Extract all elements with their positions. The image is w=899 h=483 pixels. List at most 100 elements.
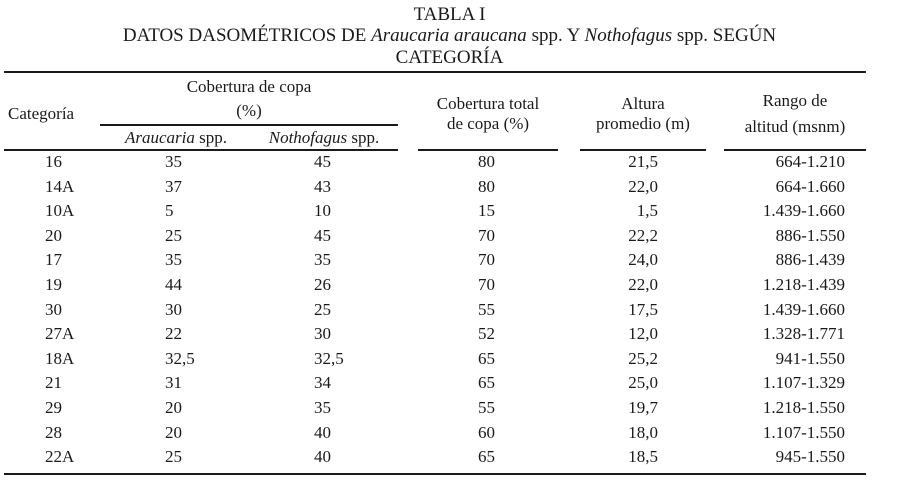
title-species-nothofagus: Nothofagus: [584, 25, 673, 46]
header-nothofagus: Nothofagus spp.: [268, 128, 380, 147]
table-label: TABLA I: [413, 4, 486, 25]
cell-cobertura-total: 15: [478, 201, 495, 221]
cell-araucaria: 20: [165, 398, 182, 417]
cell-araucaria: 5: [165, 201, 174, 221]
cell-rango: 1.107-1.329: [762, 373, 845, 393]
cell-nothofagus: 43: [314, 176, 331, 196]
header-cobertura-total: Cobertura total de copa (%): [436, 94, 540, 133]
title-species-araucaria: Araucaria araucana: [371, 25, 527, 46]
cell-altura: 22,2: [628, 225, 658, 245]
header-cobertura-copa-unit: (%): [236, 101, 262, 120]
cell-categoria: 20: [45, 225, 62, 245]
cell-rango: 1.439-1.660: [762, 299, 845, 319]
cell-araucaria: 20: [165, 422, 182, 442]
cell-altura: 19,7: [628, 398, 658, 417]
cell-categoria: 29: [45, 398, 62, 417]
cell-araucaria: 37: [165, 176, 182, 196]
cell-araucaria: 35: [165, 250, 182, 270]
cell-cobertura-total: 65: [478, 373, 495, 393]
cell-categoria: 30: [45, 299, 62, 319]
cell-araucaria: 30: [165, 299, 182, 319]
cell-cobertura-total: 70: [478, 250, 495, 270]
title-mid2: spp. SEGÚN: [672, 25, 777, 46]
cell-nothofagus: 10: [314, 201, 331, 221]
cell-araucaria: 25: [165, 447, 182, 467]
table-title-line3: CATEGORÍA: [395, 47, 504, 68]
cell-categoria: 14A: [45, 176, 75, 196]
title-mid1: spp. Y: [526, 25, 585, 46]
cell-cobertura-total: 80: [478, 152, 495, 171]
cell-cobertura-total: 70: [478, 275, 495, 294]
cell-altura: 21,5: [628, 152, 658, 171]
cell-categoria: 17: [45, 250, 62, 270]
cell-rango: 664-1.660: [775, 176, 845, 196]
cell-altura: 18,5: [628, 447, 658, 467]
cell-nothofagus: 40: [314, 422, 331, 442]
cell-araucaria: 22: [165, 324, 182, 344]
cell-araucaria: 25: [165, 225, 182, 245]
cell-rango: 1.218-1.439: [762, 275, 845, 294]
cell-categoria: 19: [45, 275, 62, 294]
header-bottom-rule-rango: [724, 149, 866, 151]
cell-araucaria: 44: [165, 275, 182, 294]
cell-araucaria: 32,5: [165, 348, 195, 368]
cell-altura: 24,0: [628, 250, 658, 270]
table-title: DATOS DASOMÉTRICOS DE Araucaria araucana…: [0, 26, 899, 46]
cell-altura: 1,5: [636, 201, 658, 221]
cell-nothofagus: 45: [314, 152, 331, 171]
cell-categoria: 10A: [45, 201, 75, 221]
cell-altura: 22,0: [628, 275, 658, 294]
cell-categoria: 28: [45, 422, 62, 442]
cell-cobertura-total: 55: [478, 398, 495, 417]
header-rango: Rango de altitud (msnm): [744, 91, 846, 136]
cell-cobertura-total: 52: [478, 324, 495, 344]
cell-cobertura-total: 65: [478, 348, 495, 368]
cell-nothofagus: 45: [314, 225, 331, 245]
cell-nothofagus: 32,5: [314, 348, 344, 368]
cell-altura: 25,0: [628, 373, 658, 393]
cell-rango: 664-1.210: [775, 152, 845, 171]
cell-categoria: 16: [45, 152, 62, 171]
cell-rango: 941-1.550: [775, 348, 845, 368]
cell-altura: 25,2: [628, 348, 658, 368]
top-rule: [4, 71, 866, 73]
cobertura-copa-rule: [100, 124, 398, 126]
cell-altura: 18,0: [628, 422, 658, 442]
cell-rango: 886-1.550: [775, 225, 845, 245]
cell-cobertura-total: 55: [478, 299, 495, 319]
header-bottom-rule-altura: [580, 149, 706, 151]
header-categoria: Categoría: [8, 104, 75, 123]
cell-altura: 22,0: [628, 176, 658, 196]
cell-categoria: 18A: [45, 348, 75, 368]
cell-altura: 17,5: [628, 299, 658, 319]
cell-cobertura-total: 70: [478, 225, 495, 245]
header-altura: Altura promedio (m): [596, 94, 690, 133]
cell-rango: 1.107-1.550: [762, 422, 845, 442]
cell-nothofagus: 26: [314, 275, 331, 294]
title-prefix: DATOS DASOMÉTRICOS DE: [122, 25, 372, 46]
header-bottom-rule-left: [4, 149, 398, 151]
cell-cobertura-total: 80: [478, 176, 495, 196]
cell-rango: 945-1.550: [775, 447, 845, 467]
header-araucaria: Araucaria spp.: [124, 128, 227, 147]
cell-nothofagus: 25: [314, 299, 331, 319]
cell-nothofagus: 40: [314, 447, 331, 467]
cell-nothofagus: 34: [314, 373, 331, 393]
bottom-rule: [4, 473, 866, 475]
cell-nothofagus: 35: [314, 398, 331, 417]
cell-rango: 1.328-1.771: [762, 324, 845, 344]
cell-categoria: 27A: [45, 324, 75, 344]
cell-araucaria: 35: [165, 152, 182, 171]
cell-categoria: 21: [45, 373, 62, 393]
cell-categoria: 22A: [45, 447, 75, 467]
cell-rango: 1.218-1.550: [762, 398, 845, 417]
cell-araucaria: 31: [165, 373, 182, 393]
header-cobertura-copa: Cobertura de copa: [186, 77, 312, 96]
header-bottom-rule-total: [418, 149, 558, 151]
cell-cobertura-total: 65: [478, 447, 495, 467]
cell-rango: 1.439-1.660: [762, 201, 845, 221]
cell-rango: 886-1.439: [775, 250, 845, 270]
cell-nothofagus: 30: [314, 324, 331, 344]
cell-altura: 12,0: [628, 324, 658, 344]
cell-cobertura-total: 60: [478, 422, 495, 442]
